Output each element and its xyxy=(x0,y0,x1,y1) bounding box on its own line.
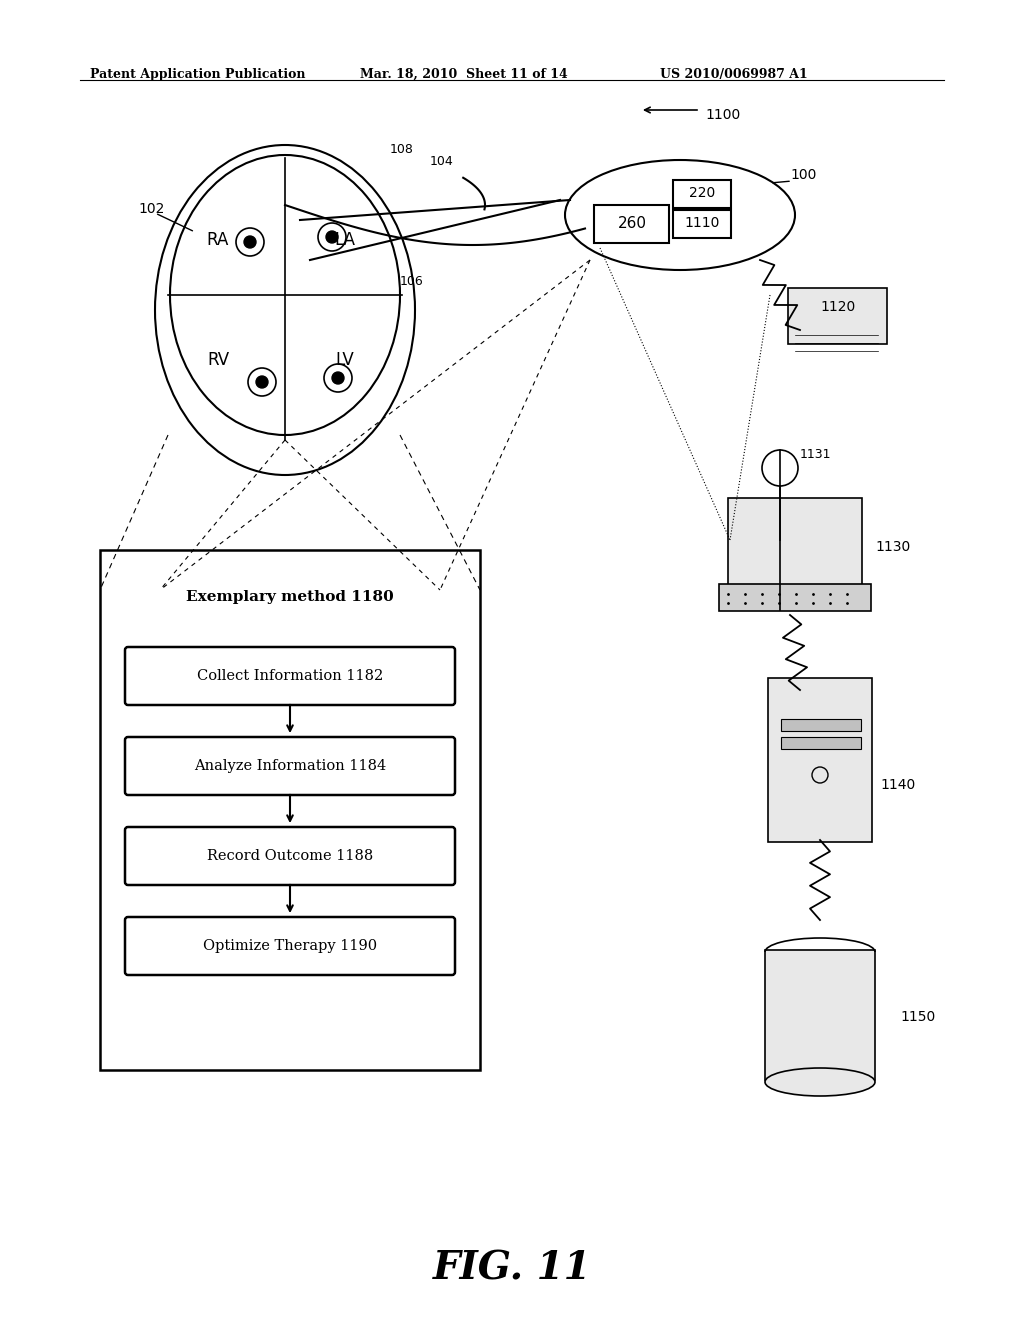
Text: Record Outcome 1188: Record Outcome 1188 xyxy=(207,849,373,863)
Text: 260: 260 xyxy=(617,215,646,231)
FancyBboxPatch shape xyxy=(788,288,887,345)
Text: FIG. 11: FIG. 11 xyxy=(433,1250,591,1288)
Text: 102: 102 xyxy=(138,202,165,216)
Text: 106: 106 xyxy=(400,275,424,288)
Circle shape xyxy=(332,372,344,384)
FancyBboxPatch shape xyxy=(768,678,872,842)
Text: 1140: 1140 xyxy=(880,777,915,792)
Text: 108: 108 xyxy=(390,143,414,156)
Text: 1130: 1130 xyxy=(874,540,910,554)
Circle shape xyxy=(244,236,256,248)
Circle shape xyxy=(326,231,338,243)
FancyBboxPatch shape xyxy=(728,498,862,591)
Text: RV: RV xyxy=(207,351,229,370)
Text: Analyze Information 1184: Analyze Information 1184 xyxy=(194,759,386,774)
Text: 1110: 1110 xyxy=(684,216,720,230)
FancyBboxPatch shape xyxy=(719,583,871,611)
Text: Exemplary method 1180: Exemplary method 1180 xyxy=(186,590,394,605)
Text: 1131: 1131 xyxy=(800,447,831,461)
Text: RA: RA xyxy=(207,231,229,249)
Ellipse shape xyxy=(765,1068,874,1096)
FancyBboxPatch shape xyxy=(765,950,874,1080)
Circle shape xyxy=(256,376,268,388)
Text: 220: 220 xyxy=(689,186,715,201)
Text: LV: LV xyxy=(336,351,354,370)
FancyBboxPatch shape xyxy=(781,737,861,748)
Text: Mar. 18, 2010  Sheet 11 of 14: Mar. 18, 2010 Sheet 11 of 14 xyxy=(360,69,567,81)
Text: 100: 100 xyxy=(790,168,816,182)
Text: US 2010/0069987 A1: US 2010/0069987 A1 xyxy=(660,69,808,81)
Text: Patent Application Publication: Patent Application Publication xyxy=(90,69,305,81)
Text: 1100: 1100 xyxy=(705,108,740,121)
Text: LA: LA xyxy=(335,231,355,249)
Text: Collect Information 1182: Collect Information 1182 xyxy=(197,669,383,682)
FancyBboxPatch shape xyxy=(781,719,861,731)
Text: Optimize Therapy 1190: Optimize Therapy 1190 xyxy=(203,939,377,953)
Text: 1120: 1120 xyxy=(820,300,856,314)
Text: 104: 104 xyxy=(430,154,454,168)
Text: 1150: 1150 xyxy=(900,1010,935,1024)
